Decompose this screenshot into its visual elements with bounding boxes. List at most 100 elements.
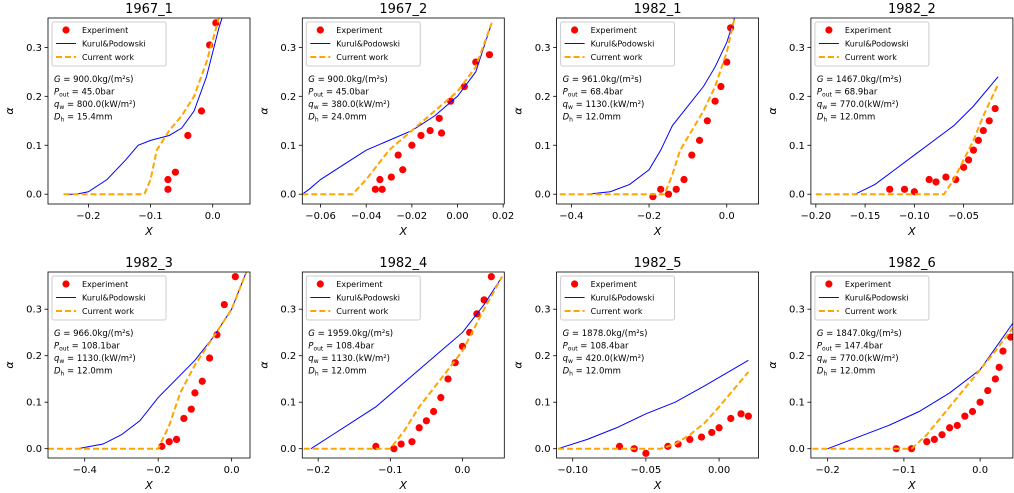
- data-point: [180, 414, 188, 423]
- x-tick-label: −0.2: [76, 211, 100, 222]
- annotation: G = 1959.0kg/(m²s): [308, 329, 393, 339]
- subplot: 1967_1 Xα −0.2 −0.1 0.0 0.0 0.1 0.2 0.3 Experimen…: [3, 2, 251, 238]
- annotation-subscript: w: [314, 104, 319, 111]
- annotation-subscript: h: [61, 371, 65, 378]
- x-tick-label: −0.1: [378, 465, 402, 476]
- annotation-symbol: q: [54, 100, 60, 110]
- annotation-text: = 147.4bar: [832, 342, 883, 352]
- axes-frame: [301, 271, 505, 459]
- annotation-subscript: w: [568, 358, 573, 365]
- subplot: 1982_5 Xα −0.10 −0.05 0.00 0.0 0.1 0.2 0.3 Experi…: [512, 256, 759, 492]
- data-point: [995, 363, 1003, 371]
- annotation-symbol: q: [817, 100, 823, 110]
- annotation-symbol: G: [54, 329, 61, 339]
- annotation: Pout = 108.4bar: [308, 342, 374, 353]
- plot-area: [48, 272, 248, 450]
- series-line: [302, 22, 493, 196]
- data-point: [680, 175, 688, 184]
- data-point: [708, 428, 716, 437]
- legend-box: [560, 21, 676, 67]
- annotation-subscript: h: [569, 371, 573, 378]
- annotation-text: = 1130.(kW/m²): [64, 354, 135, 364]
- annotation-symbol: P: [54, 88, 60, 98]
- legend-marker: [571, 280, 579, 288]
- subplot: 1982_1 Xα −0.4 −0.2 0.0 0.0 0.1 0.2 0.3 Experimen…: [512, 2, 759, 238]
- subplot: 1982_2 Xα −0.20 −0.15 −0.10 −0.05 0.0 0.1 0.2 0.3…: [766, 2, 1014, 238]
- annotation: qw = 380.0(kW/m²): [308, 100, 390, 111]
- data-point: [437, 129, 446, 137]
- annotation-text: = 15.4mm: [64, 113, 112, 123]
- y-tick-label: 0.3: [535, 305, 551, 316]
- subplot-title: 1982_1: [634, 2, 682, 17]
- annotation: Pout = 68.9bar: [817, 88, 878, 99]
- annotation-text: = 1878.0kg/(m²s): [569, 329, 647, 339]
- data-point: [900, 185, 909, 193]
- data-point: [960, 163, 968, 171]
- series-line: [855, 76, 999, 195]
- data-point: [408, 438, 416, 446]
- y-tick-label: 0.1: [789, 398, 805, 409]
- data-point: [737, 410, 745, 418]
- data-point: [417, 131, 425, 140]
- x-axis-label: X: [144, 479, 153, 492]
- data-point: [999, 347, 1007, 355]
- series-line: [559, 18, 736, 196]
- series-line: [812, 327, 1013, 450]
- annotation: Dh = 12.0mm: [308, 367, 366, 378]
- data-point: [437, 393, 445, 402]
- data-point: [697, 433, 706, 441]
- subplot-title: 1967_1: [125, 2, 173, 17]
- series-line: [63, 18, 220, 196]
- annotation-symbol: P: [308, 88, 314, 98]
- annotation: Dh = 12.0mm: [817, 113, 875, 124]
- annotation-text: = 1959.0kg/(m²s): [315, 329, 393, 339]
- series-line: [558, 371, 750, 450]
- annotation-subscript: w: [59, 358, 64, 365]
- legend-marker: [571, 26, 579, 34]
- data-point: [451, 359, 459, 367]
- annotation: G = 900.0kg/(m²s): [54, 75, 133, 85]
- legend-label: Kurul&Podowski: [591, 40, 655, 49]
- legend-label: Current work: [845, 307, 897, 316]
- data-point: [984, 386, 992, 395]
- legend-label: Current work: [845, 53, 897, 62]
- x-tick-label: 0.0: [224, 465, 240, 476]
- data-point: [964, 156, 973, 164]
- y-tick-label: 0.0: [535, 444, 551, 455]
- annotation-symbol: G: [817, 75, 824, 85]
- data-point: [426, 126, 434, 135]
- axes-frame: [556, 271, 759, 459]
- legend-label: Experiment: [82, 280, 128, 289]
- annotation-symbol: D: [308, 367, 315, 377]
- data-point: [376, 175, 384, 184]
- y-tick-label: 0.1: [535, 398, 551, 409]
- legend-box: [814, 21, 930, 67]
- y-tick-label: 0.0: [280, 190, 296, 201]
- legend-marker: [825, 26, 833, 34]
- legend-box: [560, 275, 676, 321]
- annotation: G = 966.0kg/(m²s): [54, 329, 133, 339]
- x-tick-label: −0.05: [948, 211, 979, 222]
- annotation-subscript: out: [822, 346, 832, 353]
- axes-frame: [47, 271, 251, 459]
- y-tick-label: 0.0: [26, 444, 42, 455]
- annotation-symbol: G: [308, 329, 315, 339]
- annotation: Pout = 45.0bar: [308, 88, 369, 99]
- x-tick-label: −0.1: [892, 465, 916, 476]
- data-point: [991, 104, 999, 113]
- annotation: qw = 420.0(kW/m²): [563, 354, 645, 365]
- legend-label: Kurul&Podowski: [591, 294, 655, 303]
- annotation-text: = 12.0mm: [573, 113, 621, 123]
- x-tick-label: −0.4: [559, 211, 583, 222]
- annotation-subscript: w: [59, 104, 64, 111]
- axes-frame: [556, 17, 759, 205]
- legend-marker: [62, 26, 70, 34]
- annotation-text: = 68.9bar: [832, 88, 878, 98]
- plot-area: [559, 18, 736, 201]
- series-line: [586, 18, 735, 195]
- annotation-symbol: G: [563, 329, 570, 339]
- annotation-subscript: w: [568, 104, 573, 111]
- data-point: [953, 421, 961, 430]
- data-point: [172, 435, 181, 443]
- subplot: 1982_6 Xα −0.2 −0.1 0.0 0.0 0.1 0.2 0.3 Experimen…: [766, 256, 1014, 492]
